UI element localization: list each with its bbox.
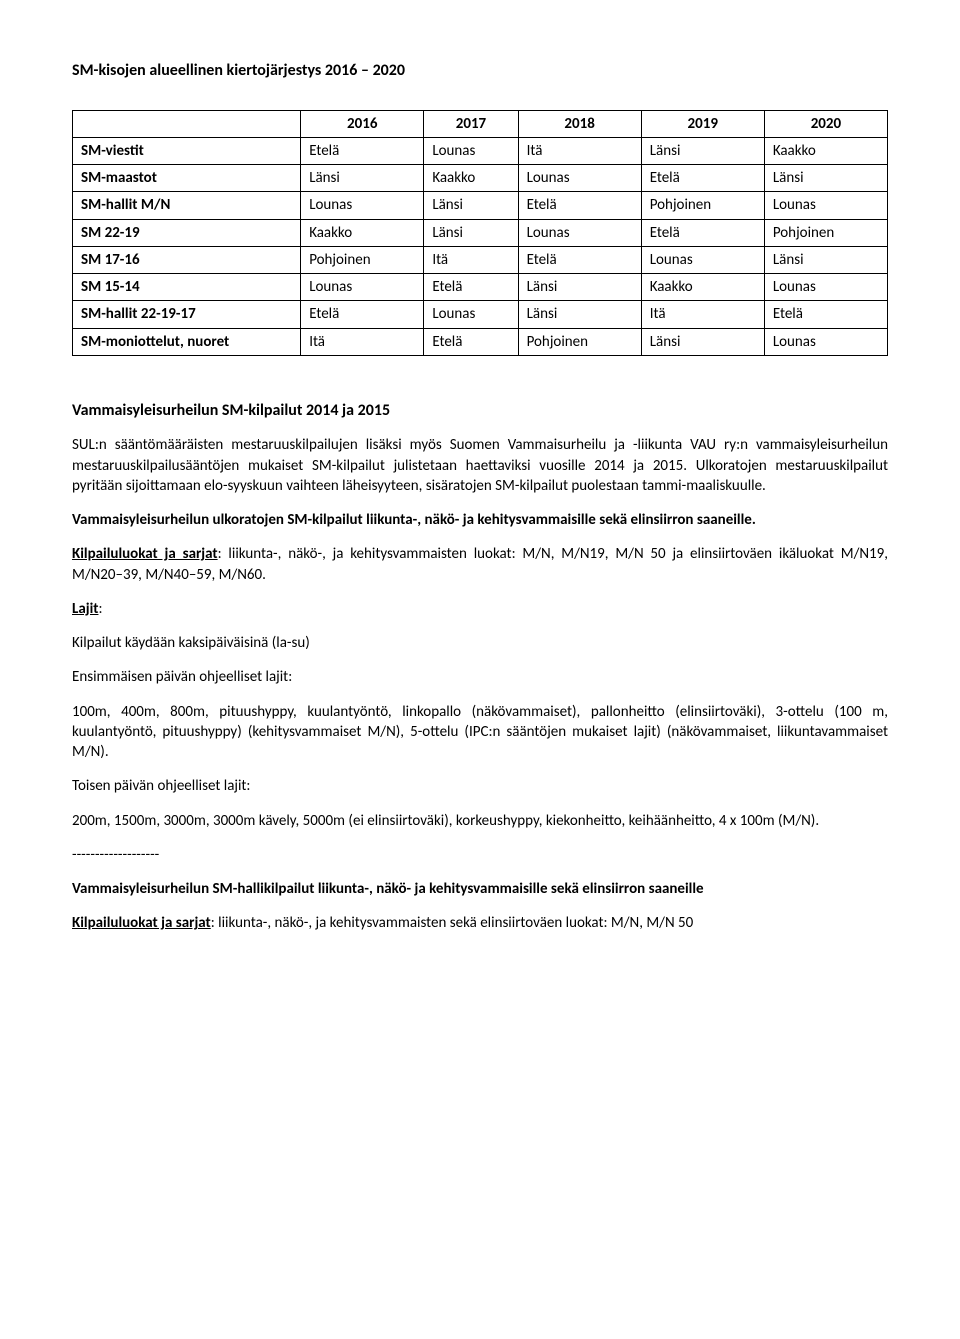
table-cell: Länsi [301, 165, 424, 192]
table-cell: Itä [301, 328, 424, 355]
table-row: SM 15-14 Lounas Etelä Länsi Kaakko Louna… [73, 274, 888, 301]
table-cell: Länsi [764, 246, 887, 273]
paragraph-rest: : liikunta-, näkö-, ja kehitysvammaisten… [211, 914, 693, 932]
table-cell: Kaakko [424, 165, 518, 192]
table-cell: Länsi [764, 165, 887, 192]
table-cell: Lounas [301, 192, 424, 219]
lead-label: Kilpailuluokat ja sarjat [72, 914, 211, 932]
table-cell: Lounas [641, 246, 764, 273]
paragraph: Kilpailuluokat ja sarjat: liikunta-, näk… [72, 544, 888, 585]
table-cell: Kaakko [301, 219, 424, 246]
table-rowlabel: SM-viestit [73, 137, 301, 164]
table-cell: Etelä [764, 301, 887, 328]
paragraph-bold: Vammaisyleisurheilun SM-hallikilpailut l… [72, 879, 888, 899]
table-header-blank [73, 110, 301, 137]
table-rowlabel: SM-hallit M/N [73, 192, 301, 219]
table-cell: Lounas [424, 301, 518, 328]
paragraph-bold: Vammaisyleisurheilun ulkoratojen SM-kilp… [72, 510, 888, 530]
table-cell: Etelä [424, 274, 518, 301]
table-cell: Länsi [424, 219, 518, 246]
document-title: SM-kisojen alueellinen kiertojärjestys 2… [72, 60, 888, 82]
lead-label: Kilpailuluokat ja sarjat [72, 545, 218, 563]
table-cell: Lounas [764, 328, 887, 355]
table-cell: Lounas [518, 219, 641, 246]
table-cell: Lounas [764, 192, 887, 219]
table-rowlabel: SM-maastot [73, 165, 301, 192]
table-cell: Länsi [424, 192, 518, 219]
table-cell: Itä [641, 301, 764, 328]
table-row: SM-hallit 22-19-17 Etelä Lounas Länsi It… [73, 301, 888, 328]
table-rowlabel: SM 17-16 [73, 246, 301, 273]
table-cell: Pohjoinen [301, 246, 424, 273]
table-cell: Lounas [518, 165, 641, 192]
table-cell: Länsi [518, 301, 641, 328]
table-cell: Pohjoinen [764, 219, 887, 246]
table-cell: Etelä [301, 301, 424, 328]
rotation-table: 2016 2017 2018 2019 2020 SM-viestit Etel… [72, 110, 888, 356]
table-row: SM 22-19 Kaakko Länsi Lounas Etelä Pohjo… [73, 219, 888, 246]
lajit-line: Lajit: [72, 599, 888, 619]
paragraph: SUL:n sääntömääräisten mestaruuskilpailu… [72, 435, 888, 496]
paragraph: Kilpailut käydään kaksipäiväisinä (la-su… [72, 633, 888, 653]
table-rowlabel: SM 22-19 [73, 219, 301, 246]
table-cell: Lounas [764, 274, 887, 301]
table-cell: Itä [424, 246, 518, 273]
paragraph: Ensimmäisen päivän ohjeelliset lajit: [72, 667, 888, 687]
table-rowlabel: SM-hallit 22-19-17 [73, 301, 301, 328]
table-rowlabel: SM 15-14 [73, 274, 301, 301]
table-cell: Etelä [518, 192, 641, 219]
table-row: SM 17-16 Pohjoinen Itä Etelä Lounas Läns… [73, 246, 888, 273]
paragraph: Kilpailuluokat ja sarjat: liikunta-, näk… [72, 913, 888, 933]
paragraph: 100m, 400m, 800m, pituushyppy, kuulantyö… [72, 702, 888, 763]
table-cell: Etelä [641, 165, 764, 192]
table-row: SM-maastot Länsi Kaakko Lounas Etelä Län… [73, 165, 888, 192]
table-cell: Kaakko [764, 137, 887, 164]
table-header-year: 2016 [301, 110, 424, 137]
table-header-year: 2017 [424, 110, 518, 137]
table-row: SM-hallit M/N Lounas Länsi Etelä Pohjoin… [73, 192, 888, 219]
table-cell: Lounas [424, 137, 518, 164]
table-cell: Länsi [641, 137, 764, 164]
table-cell: Kaakko [641, 274, 764, 301]
table-cell: Etelä [424, 328, 518, 355]
table-cell: Pohjoinen [641, 192, 764, 219]
table-cell: Länsi [518, 274, 641, 301]
table-header-year: 2019 [641, 110, 764, 137]
paragraph: Toisen päivän ohjeelliset lajit: [72, 776, 888, 796]
table-header-year: 2018 [518, 110, 641, 137]
lajit-label: Lajit [72, 600, 98, 618]
table-cell: Etelä [301, 137, 424, 164]
table-cell: Lounas [301, 274, 424, 301]
table-cell: Etelä [641, 219, 764, 246]
table-cell: Länsi [641, 328, 764, 355]
lajit-colon: : [98, 600, 102, 618]
table-cell: Etelä [518, 246, 641, 273]
separator: ------------------- [72, 845, 888, 865]
table-cell: Itä [518, 137, 641, 164]
table-cell: Pohjoinen [518, 328, 641, 355]
table-rowlabel: SM-moniottelut, nuoret [73, 328, 301, 355]
table-row: SM-moniottelut, nuoret Itä Etelä Pohjoin… [73, 328, 888, 355]
table-header-row: 2016 2017 2018 2019 2020 [73, 110, 888, 137]
paragraph: 200m, 1500m, 3000m, 3000m kävely, 5000m … [72, 811, 888, 831]
table-row: SM-viestit Etelä Lounas Itä Länsi Kaakko [73, 137, 888, 164]
table-header-year: 2020 [764, 110, 887, 137]
section-heading: Vammaisyleisurheilun SM-kilpailut 2014 j… [72, 400, 888, 422]
